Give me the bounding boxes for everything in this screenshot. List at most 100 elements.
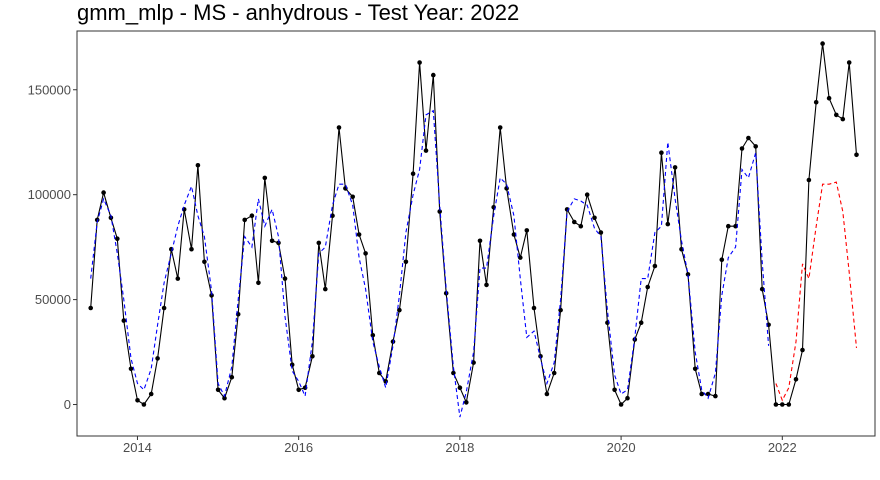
data-point bbox=[229, 374, 235, 380]
data-point bbox=[692, 366, 698, 372]
data-point bbox=[323, 286, 328, 292]
data-point bbox=[826, 95, 832, 101]
data-point bbox=[558, 307, 563, 313]
data-point bbox=[497, 125, 503, 130]
x-tick-label: 2018 bbox=[445, 440, 474, 455]
data-point bbox=[518, 255, 523, 260]
data-point bbox=[431, 72, 436, 78]
data-point bbox=[592, 215, 597, 221]
data-point bbox=[719, 257, 725, 263]
data-point bbox=[544, 391, 550, 397]
series-line-3 bbox=[775, 181, 858, 402]
data-point bbox=[713, 393, 718, 399]
data-point bbox=[350, 194, 356, 200]
data-point bbox=[148, 391, 154, 397]
data-point bbox=[484, 282, 489, 288]
x-tick-label: 2016 bbox=[284, 440, 313, 455]
data-point bbox=[511, 232, 517, 237]
data-point bbox=[209, 293, 214, 298]
data-point bbox=[135, 398, 140, 403]
series-line-2 bbox=[90, 109, 770, 418]
data-point bbox=[645, 284, 650, 290]
data-point bbox=[256, 280, 261, 286]
data-point bbox=[202, 259, 207, 265]
data-point bbox=[423, 148, 429, 153]
data-point bbox=[155, 356, 160, 361]
data-point bbox=[524, 228, 530, 233]
data-point bbox=[370, 333, 376, 338]
data-point bbox=[584, 192, 590, 197]
data-point bbox=[578, 223, 584, 229]
data-point bbox=[705, 391, 711, 397]
data-point bbox=[659, 150, 664, 155]
data-point bbox=[504, 186, 509, 191]
data-point bbox=[834, 112, 839, 118]
data-point bbox=[820, 41, 825, 46]
y-tick-label: 50000 bbox=[35, 292, 71, 307]
data-point bbox=[397, 307, 402, 313]
plot-panel-border bbox=[76, 30, 876, 437]
data-point bbox=[786, 402, 792, 407]
data-point bbox=[94, 217, 100, 223]
data-point bbox=[88, 305, 93, 311]
data-point bbox=[464, 400, 469, 405]
data-point bbox=[242, 217, 247, 223]
data-point bbox=[846, 60, 852, 65]
data-point bbox=[759, 286, 765, 292]
data-point bbox=[289, 362, 295, 368]
data-point bbox=[115, 236, 120, 241]
data-point bbox=[249, 213, 255, 218]
data-point bbox=[222, 395, 227, 401]
data-point bbox=[477, 238, 483, 244]
y-tick-label: 150000 bbox=[28, 82, 71, 97]
data-point bbox=[638, 320, 644, 326]
data-point bbox=[363, 251, 368, 256]
data-point bbox=[854, 152, 859, 158]
data-point bbox=[269, 238, 275, 244]
data-point bbox=[417, 60, 422, 65]
data-point bbox=[195, 163, 201, 168]
x-tick-label: 2014 bbox=[123, 440, 152, 455]
data-point bbox=[403, 259, 409, 265]
data-point bbox=[121, 318, 127, 323]
data-point bbox=[189, 246, 194, 252]
data-point bbox=[296, 387, 302, 393]
data-point bbox=[685, 272, 691, 277]
data-point bbox=[793, 377, 799, 382]
data-point bbox=[739, 146, 745, 151]
data-point bbox=[672, 165, 678, 170]
series-line-1 bbox=[90, 43, 858, 406]
data-point bbox=[551, 370, 557, 376]
axes: 2014 2016 2018 2020 2022 0 50000 100000 150000 bbox=[28, 82, 797, 455]
data-point bbox=[471, 360, 476, 365]
data-point bbox=[780, 402, 785, 407]
y-tick-label: 0 bbox=[64, 397, 71, 412]
data-point bbox=[282, 276, 288, 281]
data-point bbox=[310, 354, 315, 359]
data-point bbox=[612, 387, 617, 393]
data-point bbox=[262, 175, 268, 181]
data-point bbox=[161, 305, 167, 311]
data-point bbox=[572, 219, 577, 225]
data-point bbox=[457, 385, 463, 391]
chart-title: gmm_mlp - MS - anhydrous - Test Year: 20… bbox=[77, 0, 520, 25]
data-point bbox=[531, 305, 537, 311]
data-point bbox=[813, 100, 819, 105]
data-point bbox=[316, 240, 322, 246]
data-point bbox=[410, 171, 416, 176]
data-point bbox=[800, 347, 805, 353]
data-point bbox=[437, 209, 443, 214]
data-point bbox=[175, 276, 181, 281]
data-point bbox=[773, 402, 779, 407]
data-point bbox=[840, 116, 846, 122]
data-point bbox=[451, 370, 456, 376]
data-point bbox=[101, 190, 106, 195]
data-point bbox=[356, 232, 362, 237]
data-point bbox=[336, 125, 342, 130]
data-point bbox=[726, 223, 731, 229]
data-point bbox=[215, 387, 221, 393]
data-point bbox=[141, 402, 147, 407]
series-layer bbox=[88, 41, 859, 418]
y-tick-label: 100000 bbox=[28, 187, 71, 202]
